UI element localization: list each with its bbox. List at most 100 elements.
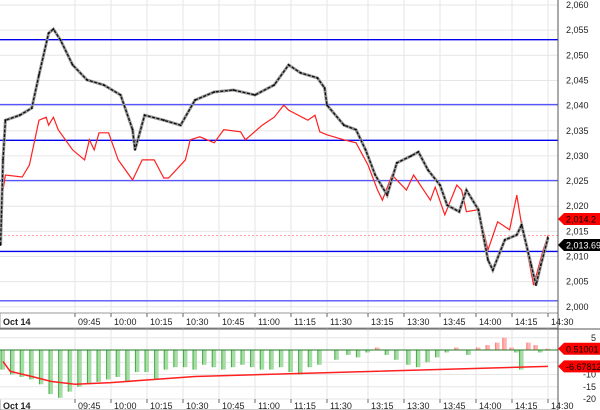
price-point: [18, 114, 21, 117]
histogram-bar: [68, 350, 73, 392]
price-point: [465, 189, 468, 192]
value-tags: 2,014.2 2,013.69 0.51001 -6.67812: [558, 213, 600, 373]
price-point: [162, 119, 165, 122]
histogram-bar: [298, 350, 303, 375]
last-overlay-tag: 2,014.2: [566, 215, 596, 225]
histogram-bar: [317, 350, 322, 365]
histogram-bar: [346, 350, 351, 355]
price-point: [364, 148, 367, 151]
price-point: [491, 269, 494, 271]
horizontal-levels[interactable]: [0, 39, 558, 302]
time-tick-label: 14:15: [515, 317, 538, 327]
time-tick-label-lower: 14:30: [551, 401, 574, 410]
histogram-bar: [77, 350, 82, 387]
price-point: [355, 128, 357, 131]
price-point: [86, 79, 88, 81]
price-point: [47, 32, 50, 35]
price-point: [446, 204, 449, 207]
histogram-bar: [416, 350, 421, 368]
histogram-bar: [202, 350, 207, 365]
histogram-bar: [269, 350, 274, 370]
price-tick-label: 2,020: [566, 201, 589, 211]
price-point: [254, 94, 256, 96]
histogram-bar: [308, 350, 313, 368]
price-point: [417, 150, 420, 153]
price-point: [232, 89, 235, 91]
signal-value-tag: -6.67812: [566, 362, 600, 372]
price-tick-label: 2,005: [566, 277, 589, 287]
price-point: [273, 84, 276, 86]
histogram-bar: [39, 350, 44, 385]
price-tick-label: 2,045: [566, 75, 589, 85]
time-tick-label: 10:30: [186, 317, 209, 327]
time-tick-label: 11:15: [294, 317, 316, 327]
histogram-bar: [486, 345, 490, 350]
histogram-bar: [514, 350, 519, 353]
time-tick-label-lower: 13:45: [443, 401, 466, 410]
histogram-bar: [426, 350, 430, 363]
histogram-bar: [231, 350, 236, 368]
histogram-bar: [435, 350, 440, 358]
time-tick-label: 11:00: [258, 317, 280, 327]
histogram-bar: [334, 350, 339, 360]
price-point: [52, 28, 55, 31]
histogram-bar: [97, 350, 101, 382]
histogram-bar: [375, 347, 380, 350]
price-point: [119, 94, 122, 96]
histogram-bar: [250, 350, 255, 368]
last-overlay-tag-bg: [558, 213, 600, 225]
histogram-bar: [356, 350, 361, 358]
grid: [0, 0, 559, 410]
histogram-bar: [145, 350, 149, 373]
date-label: Oct 14: [3, 317, 31, 327]
oscillator-panel: [0, 337, 558, 398]
histogram-bar: [183, 350, 188, 368]
time-tick-label: 13:45: [443, 317, 466, 327]
price-point: [410, 155, 413, 157]
time-tick-label-lower: 09:45: [78, 401, 101, 410]
time-tick-label: 10:45: [222, 317, 245, 327]
histogram-bar: [385, 350, 390, 355]
histogram-bar: [510, 347, 514, 350]
histogram-bar: [406, 350, 411, 365]
histogram-bar: [135, 350, 140, 373]
price-point: [427, 169, 429, 171]
price-point: [179, 124, 182, 127]
price-point: [395, 162, 398, 164]
histogram-bar: [116, 350, 121, 377]
time-tick-label-lower: 10:45: [222, 401, 245, 410]
histogram-value-tag: 0.51001: [566, 344, 599, 354]
signal-line: [2, 361, 549, 386]
histogram-bar: [193, 350, 197, 370]
histogram-bar: [495, 342, 500, 350]
price-point: [515, 233, 518, 236]
histogram-bar: [538, 350, 543, 353]
histogram-bar: [10, 350, 15, 375]
price-tick-label: 2,040: [566, 101, 589, 111]
histogram-value-tag-bg: [558, 342, 600, 355]
price-point: [326, 104, 328, 106]
price-point: [194, 99, 196, 101]
price-point: [38, 74, 40, 76]
price-series: [0, 26, 550, 287]
price-point: [487, 259, 489, 261]
histogram-bar: [466, 350, 471, 355]
histogram-bar: [58, 350, 63, 398]
time-tick-label-lower: 11:00: [258, 401, 280, 410]
price-point: [59, 39, 62, 42]
price-point: [316, 77, 319, 79]
price-point: [131, 128, 134, 131]
price-point: [287, 63, 290, 66]
price-tick-label: 2,050: [566, 50, 589, 60]
signal-value-tag-bg: [558, 360, 600, 373]
time-tick-label: 10:15: [150, 317, 173, 327]
histogram-bar: [445, 350, 450, 353]
time-tick-label-lower: 10:15: [150, 401, 173, 410]
time-tick-label: 11:30: [330, 317, 352, 327]
price-line-shadow: [0, 26, 550, 286]
histogram-bar: [154, 350, 159, 380]
histogram-bar: [106, 350, 111, 380]
price-point: [503, 239, 506, 241]
